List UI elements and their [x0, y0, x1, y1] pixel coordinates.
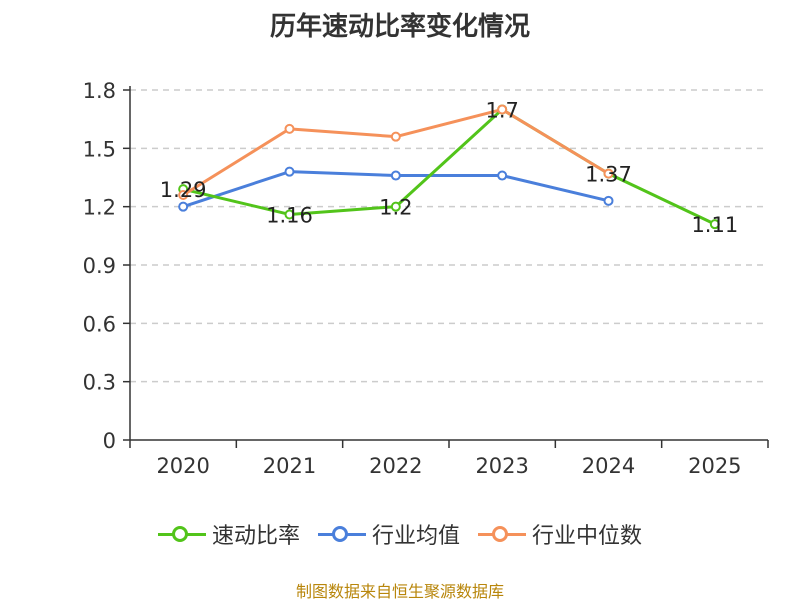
data-label: 1.16: [266, 203, 313, 227]
x-tick-label: 2024: [582, 454, 635, 478]
x-tick-label: 2023: [475, 454, 528, 478]
legend-marker-icon: [478, 524, 526, 544]
series-point-0: [284, 209, 295, 220]
series-point-2: [603, 168, 614, 179]
x-tick-label: 2025: [688, 454, 741, 478]
x-tick-label: 2022: [369, 454, 422, 478]
series-point-0: [709, 219, 720, 230]
y-tick-label: 0.3: [83, 371, 116, 395]
legend-label: 速动比率: [211, 524, 300, 549]
legend-item-0[interactable]: 速动比率: [157, 518, 300, 550]
data-label: 1.11: [691, 213, 738, 237]
source-footer: 制图数据来自恒生聚源数据库: [295, 582, 504, 601]
series-point-1: [603, 195, 614, 206]
series-point-2: [178, 190, 189, 200]
legend-marker-icon: [317, 524, 366, 544]
y-tick-label: 0.9: [83, 254, 116, 278]
y-tick-label: 1.2: [83, 196, 116, 220]
series-line-0: [182, 107, 716, 226]
series-point-1: [497, 170, 508, 181]
legend-item-1[interactable]: 行业均值: [317, 518, 460, 550]
y-tick-label: 0.6: [83, 312, 116, 336]
data-label: 1.2: [379, 196, 412, 220]
chart-title: 历年速动比率变化情况: [269, 12, 530, 42]
y-tick-label: 0: [103, 429, 116, 453]
y-tick-label: 1.5: [83, 137, 116, 161]
data-label: 1.37: [585, 163, 632, 187]
series-lines: [178, 104, 720, 230]
series-point-1: [390, 170, 401, 181]
data-label: 1.7: [485, 98, 518, 122]
series-line-2: [182, 107, 610, 197]
x-tick-label: 2021: [263, 454, 316, 478]
legend-item-2[interactable]: 行业中位数: [478, 518, 642, 550]
legend-swatch-2-dot: [492, 526, 508, 542]
legend: 速动比率 行业均值 行业中位数: [0, 518, 800, 550]
legend-swatch-1-dot: [331, 526, 348, 542]
series-point-0: [390, 201, 401, 212]
x-tick-label: 2020: [156, 454, 209, 478]
series-point-2: [284, 123, 295, 134]
series-point-1: [178, 201, 189, 212]
grid-lines: [130, 89, 768, 383]
data-labels: 1.29 1.16 1.2 1.7 1.37 1.11: [160, 98, 738, 237]
legend-label: 行业中位数: [532, 524, 643, 549]
y-tick-label: 1.8: [83, 79, 116, 103]
legend-label: 行业均值: [371, 524, 460, 549]
legend-swatch-0-dot: [171, 526, 188, 542]
data-label: 1.29: [160, 178, 207, 202]
series-point-1: [284, 166, 295, 177]
series-point-2: [497, 104, 508, 115]
axes: 0 0.3 0.6 0.9 1.2 1.5 1.8 2020 2021 2022 2023 2024 2…: [83, 79, 769, 478]
series-point-2: [390, 131, 401, 142]
legend-marker-icon: [157, 524, 206, 544]
